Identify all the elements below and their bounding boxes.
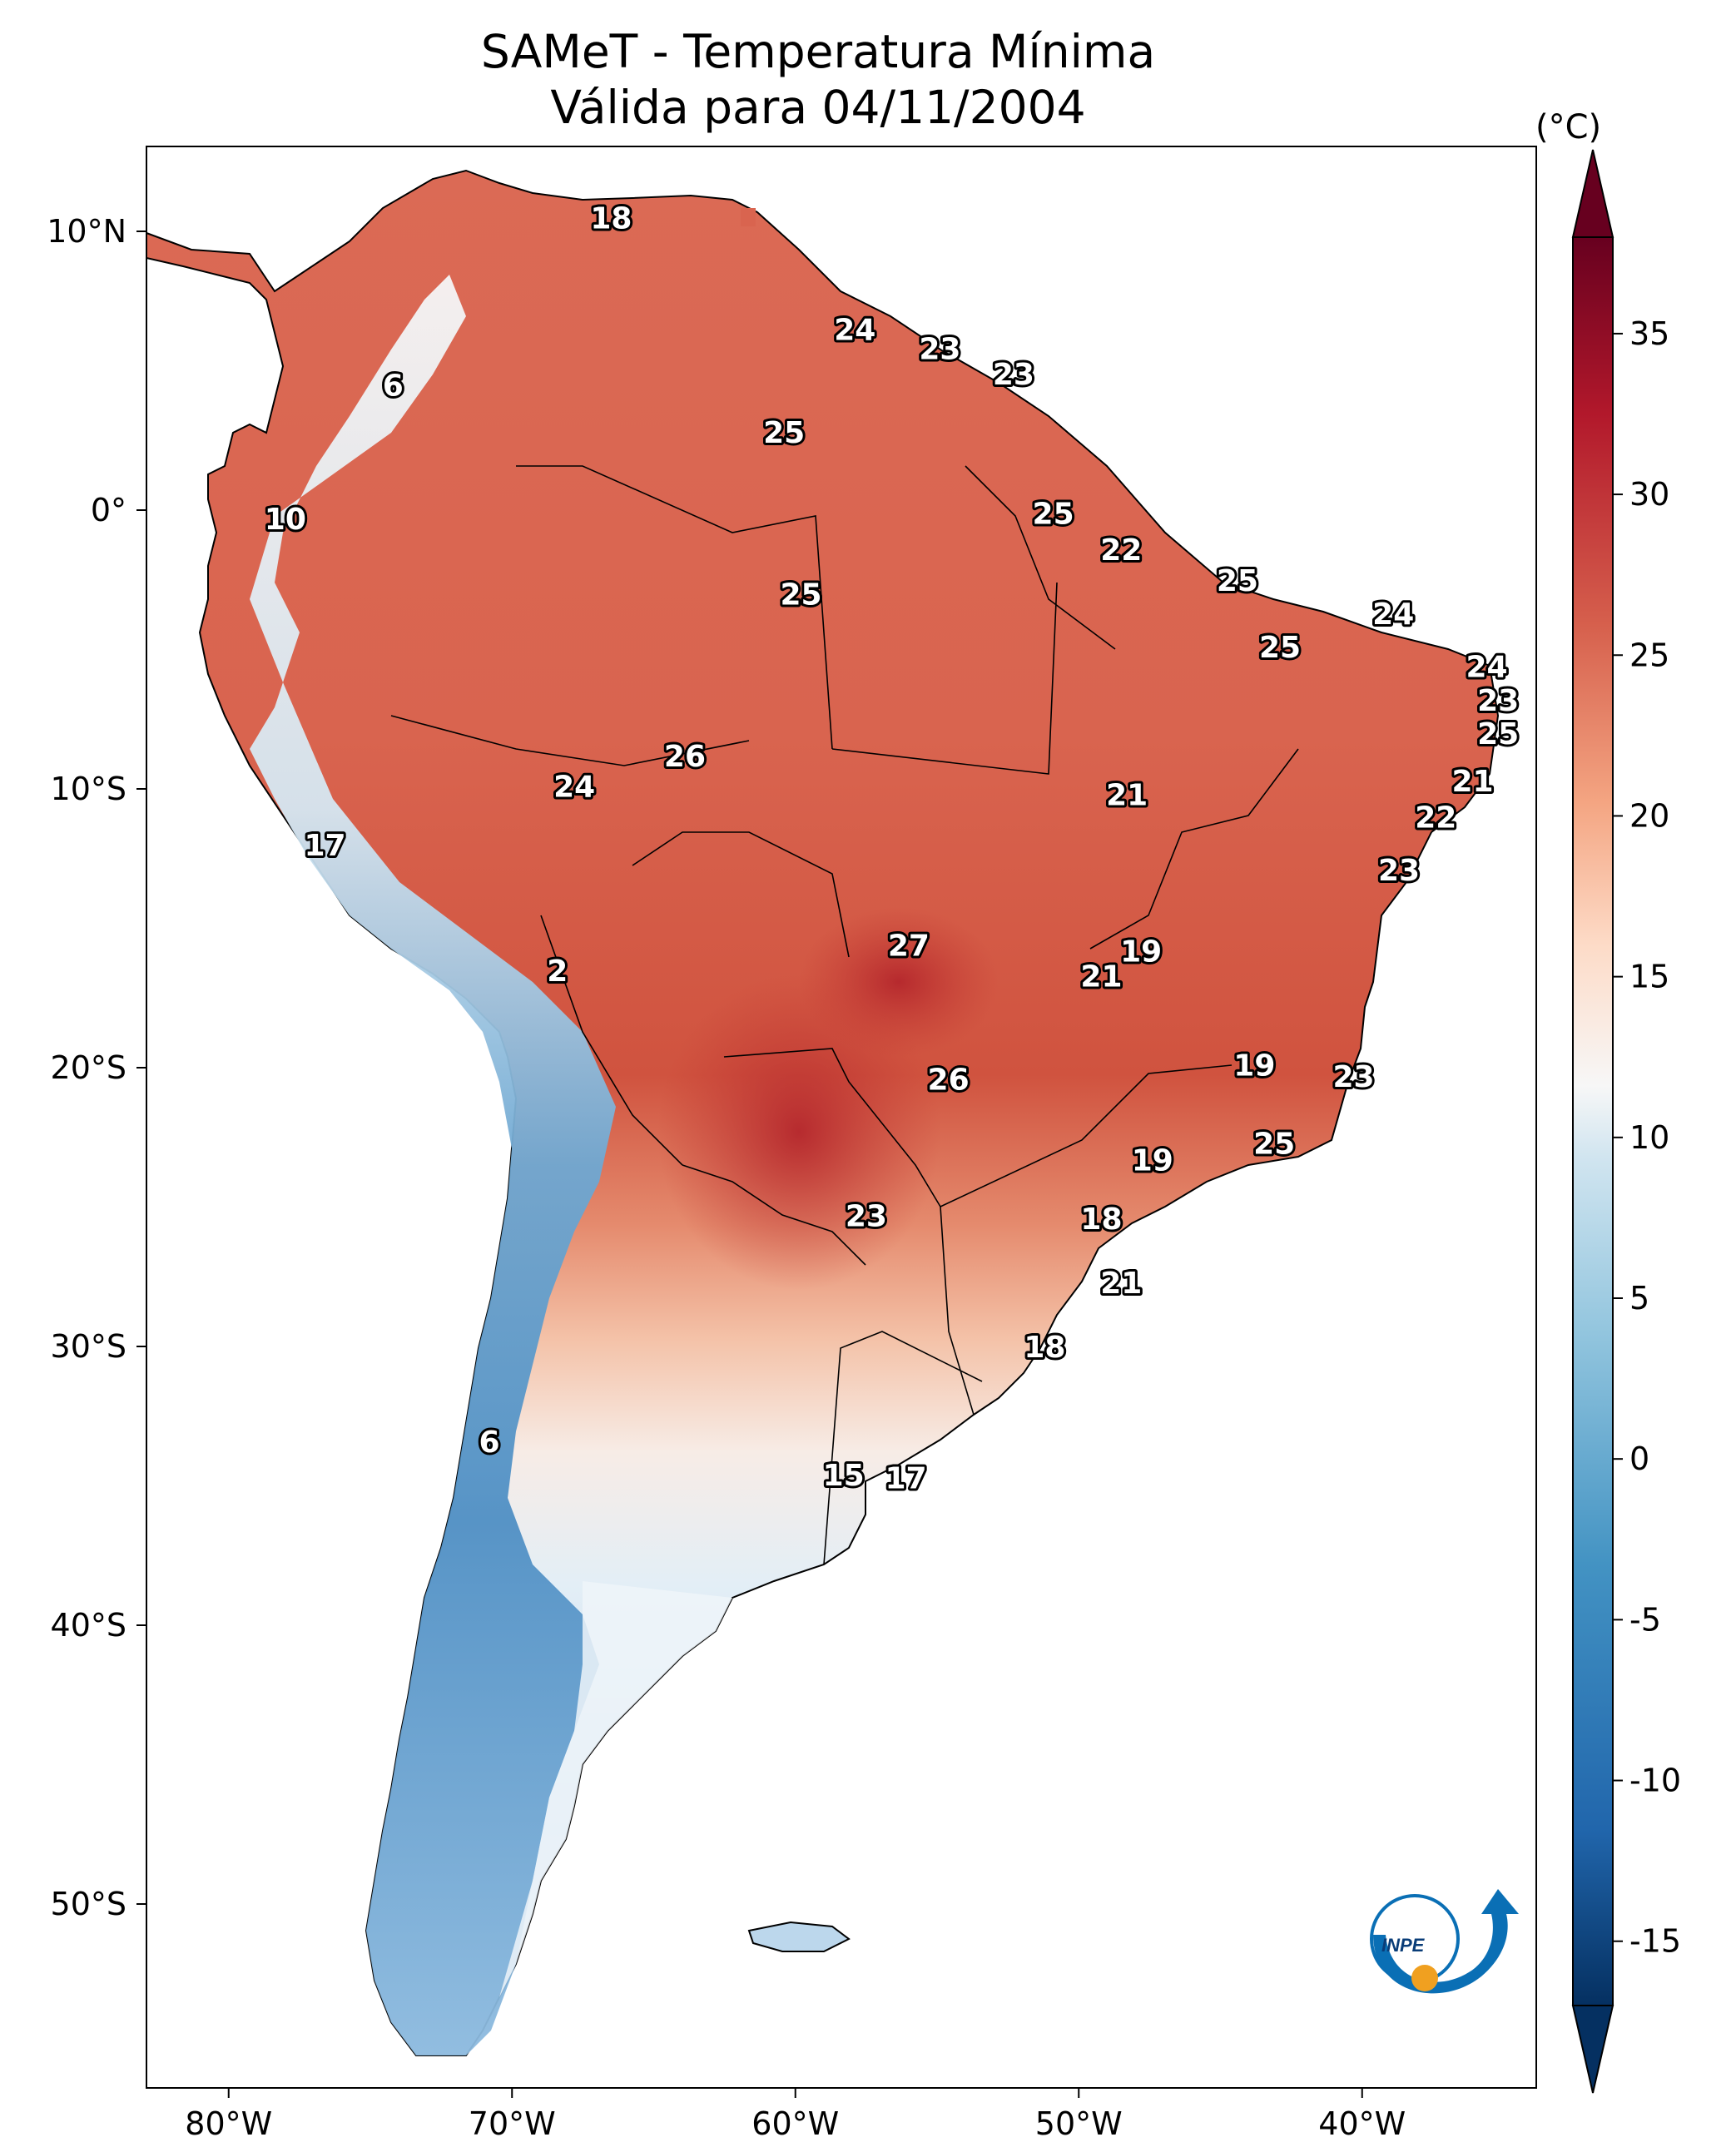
inpe-logo: INPE (1370, 1889, 1519, 1994)
temperature-label: 19 (1132, 1144, 1173, 1178)
map-frame (146, 146, 1537, 2089)
lon-tick-label: 60°W (751, 2105, 839, 2142)
temperature-label: 25 (1217, 564, 1258, 598)
temperature-label: 10 (265, 503, 306, 537)
lat-tick-label: 10°N (47, 213, 126, 250)
temperature-label: 22 (1100, 533, 1142, 568)
colorbar-tick-label: 10 (1629, 1119, 1669, 1156)
temperature-label: 23 (1378, 854, 1420, 888)
temperature-label: 21 (1100, 1267, 1142, 1301)
temperature-label: 25 (1259, 631, 1301, 665)
temperature-label: 22 (1415, 801, 1456, 836)
colorbar-tick-label: 25 (1629, 637, 1669, 673)
temperature-label: 17 (885, 1461, 926, 1495)
colorbar-tick-label: -10 (1629, 1763, 1681, 1799)
colorbar-tick-label: 20 (1629, 797, 1669, 834)
temperature-label: 27 (888, 930, 930, 964)
lon-tick-label: 70°W (469, 2105, 556, 2142)
lat-tick-label: 40°S (51, 1607, 126, 1644)
lon-tick-label: 80°W (185, 2105, 272, 2142)
temperature-label: 24 (553, 771, 595, 805)
temperature-label: 25 (1477, 717, 1519, 751)
lat-tick-label: 30°S (51, 1328, 126, 1365)
longitude-ticks: 80°W 70°W 60°W 50°W 40°W (185, 2088, 1406, 2142)
colorbar: 35 30 25 20 15 10 5 0 -5 -10 -15 (1571, 149, 1681, 2094)
temperature-label: 25 (1253, 1127, 1295, 1161)
country-borders (390, 465, 1299, 1565)
continent-layer (146, 169, 1500, 2056)
temperature-label: 25 (763, 416, 805, 450)
lon-tick-label: 40°W (1318, 2105, 1406, 2142)
temperature-label: 18 (1024, 1331, 1065, 1365)
temperature-label: 19 (1120, 935, 1162, 969)
latitude-ticks: 10°N 0° 10°S 20°S 30°S 40°S 50°S (47, 213, 146, 1922)
colorbar-tick-label: 30 (1629, 476, 1669, 513)
temperature-label: 18 (590, 201, 632, 236)
colorbar-unit: (°C) (1535, 108, 1602, 146)
colorbar-ticks: 35 30 25 20 15 10 5 0 -5 -10 -15 (1613, 315, 1681, 1960)
lat-tick-label: 10°S (51, 771, 126, 807)
lat-tick-label: 20°S (51, 1049, 126, 1086)
temperature-label: 21 (1106, 779, 1148, 813)
colorbar-top-extension (1571, 149, 1614, 238)
temperature-label: 18 (1080, 1202, 1122, 1237)
inpe-logo-sun (1411, 1965, 1438, 1991)
temperature-label: 25 (781, 578, 822, 612)
temperature-label: 23 (1477, 684, 1519, 718)
colorbar-tick-label: -5 (1629, 1601, 1661, 1638)
temperature-label: 23 (919, 333, 960, 367)
temperature-label: 2 (547, 955, 568, 989)
lat-tick-label: 0° (91, 492, 126, 528)
map-title-line1: SAMeT - Temperatura Mínima (480, 25, 1156, 78)
temperature-label: 23 (993, 358, 1034, 392)
temperature-label: 23 (1332, 1060, 1374, 1094)
temperature-label: 6 (479, 1426, 499, 1460)
colorbar-tick-label: 0 (1629, 1440, 1649, 1477)
temperature-label: 23 (846, 1200, 887, 1234)
temperature-label: 17 (304, 829, 345, 863)
colorbar-outline (1572, 236, 1614, 2006)
temperature-label: 24 (1372, 598, 1414, 632)
temperature-label: 26 (664, 740, 706, 774)
temperature-label: 26 (928, 1063, 970, 1097)
inpe-logo-arrow (1373, 1889, 1519, 1994)
hot-core-region-2 (799, 907, 999, 1057)
colorbar-tick-label: 35 (1629, 315, 1669, 352)
colorbar-bottom-extension (1571, 2005, 1614, 2094)
temperature-label: 6 (383, 369, 404, 403)
falkland-islands (747, 1921, 851, 1952)
temperature-label: 15 (823, 1459, 865, 1493)
temperature-label: 24 (834, 313, 875, 347)
colorbar-gradient (1573, 237, 1613, 2006)
caribbean-island (741, 208, 756, 226)
lon-tick-label: 50°W (1035, 2105, 1123, 2142)
inpe-logo-text: INPE (1381, 1935, 1426, 1956)
lat-tick-label: 50°S (51, 1886, 126, 1922)
map-title-line2: Válida para 04/11/2004 (550, 81, 1086, 134)
colorbar-tick-label: -15 (1629, 1923, 1681, 1960)
temperature-label: 24 (1466, 651, 1508, 685)
patagonia-pale (499, 1581, 732, 1997)
temperature-label: 21 (1080, 959, 1122, 994)
temperature-label: 21 (1451, 765, 1493, 799)
colorbar-tick-label: 15 (1629, 959, 1669, 995)
temperature-label: 19 (1233, 1049, 1275, 1083)
colorbar-tick-label: 5 (1629, 1280, 1649, 1316)
temperature-label: 25 (1033, 497, 1074, 531)
andes-cold-band (250, 275, 616, 2055)
